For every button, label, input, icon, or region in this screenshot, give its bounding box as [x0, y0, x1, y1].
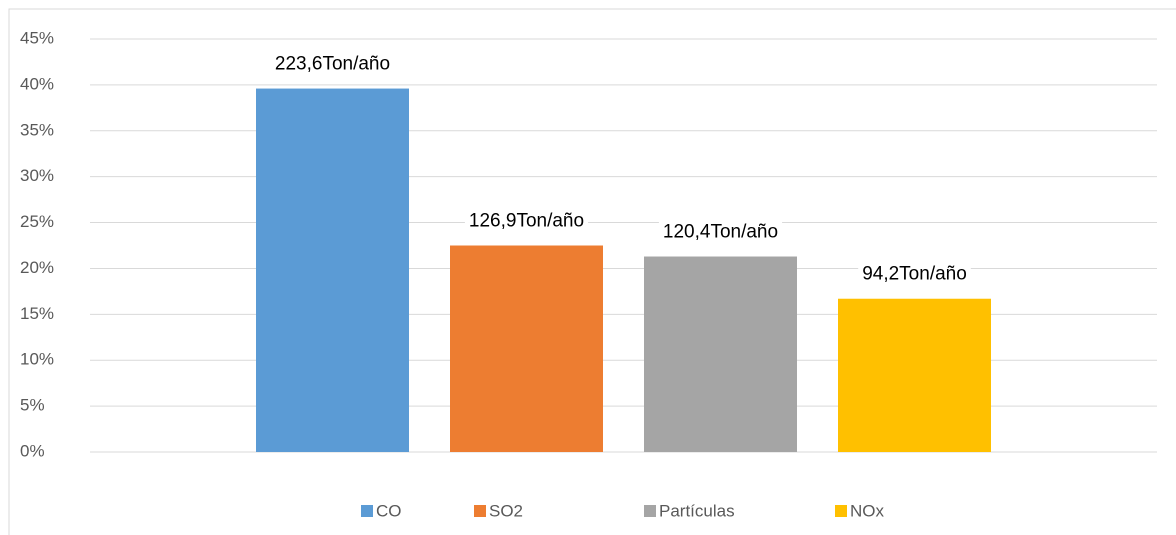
legend-swatch [474, 505, 486, 517]
y-tick-label: 10% [20, 350, 54, 369]
legend-swatch [361, 505, 373, 517]
y-tick-label: 25% [20, 212, 54, 231]
y-tick-label: 0% [20, 441, 45, 460]
y-tick-label: 20% [20, 258, 54, 277]
y-tick-label: 35% [20, 120, 54, 139]
legend-label: NOx [850, 501, 885, 520]
bar [450, 245, 603, 452]
bar [644, 256, 797, 452]
bar [838, 298, 991, 452]
y-tick-label: 40% [20, 74, 54, 93]
label-background [270, 51, 395, 77]
legend-swatch [644, 505, 656, 517]
y-tick-label: 15% [20, 304, 54, 323]
bar [256, 88, 409, 452]
y-tick-label: 45% [20, 28, 54, 47]
y-tick-label: 5% [20, 396, 45, 415]
data-label: 126,9Ton/año [469, 211, 584, 232]
legend-swatch [835, 505, 847, 517]
legend-label: Partículas [659, 501, 735, 520]
chart-border [8, 8, 1176, 535]
data-label: 223,6Ton/año [275, 54, 390, 75]
label-background [858, 261, 971, 287]
y-tick-label: 30% [20, 166, 54, 185]
data-label: 120,4Ton/año [663, 222, 778, 243]
legend-label: SO2 [489, 501, 523, 520]
legend-label: CO [376, 501, 402, 520]
data-label: 94,2Ton/año [862, 264, 967, 285]
label-background [464, 208, 589, 234]
label-background [658, 219, 783, 245]
